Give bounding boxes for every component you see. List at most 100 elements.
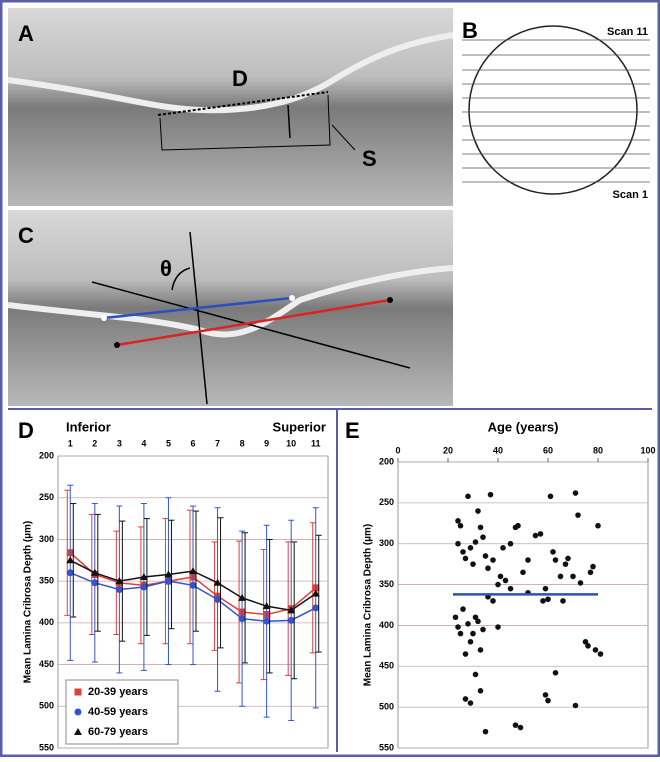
x-tick-label: 4: [141, 438, 146, 448]
marker: [66, 556, 75, 564]
x-note: Superior: [273, 419, 326, 434]
point: [457, 630, 464, 637]
y-tick-label: 350: [39, 576, 54, 586]
point: [462, 651, 469, 657]
point: [472, 671, 479, 678]
d-line: [157, 91, 329, 116]
marker: [238, 615, 246, 623]
point: [497, 573, 504, 580]
marker: [115, 585, 123, 593]
y-tick-label: 500: [379, 702, 394, 712]
y-tick-label: 400: [39, 617, 54, 627]
marker: [214, 595, 222, 603]
point: [500, 545, 506, 551]
marker: [90, 568, 99, 576]
point: [550, 549, 556, 555]
x-tick-label: 3: [117, 438, 122, 448]
point: [487, 491, 494, 498]
point: [477, 647, 484, 653]
point: [475, 618, 481, 625]
marker: [238, 593, 247, 601]
point: [460, 606, 466, 612]
point: [585, 643, 591, 649]
point: [502, 577, 509, 584]
axis-line: [189, 231, 208, 405]
point: [490, 598, 496, 604]
x-tick-label: 10: [286, 438, 296, 448]
y-axis-label: Mean Lamina Cribrosa Depth (µm): [23, 521, 34, 683]
point: [552, 557, 559, 563]
point: [515, 522, 521, 529]
marker: [189, 567, 197, 575]
y-tick-label: 250: [379, 497, 394, 507]
y-tick-label: 500: [39, 701, 54, 711]
y-tick-label: 300: [379, 538, 394, 548]
legend-label: 20-39 years: [88, 686, 148, 698]
marker: [74, 688, 82, 696]
panel-letter: E: [345, 418, 360, 443]
point: [455, 518, 461, 524]
panel-letter: A: [18, 21, 34, 46]
panel-a: A D S: [7, 8, 454, 206]
marker: [91, 579, 99, 587]
point: [455, 540, 461, 547]
point: [560, 598, 566, 604]
point: [597, 651, 604, 657]
point: [490, 557, 496, 563]
point: [552, 670, 559, 676]
point: [101, 315, 107, 321]
point: [547, 493, 554, 500]
point: [482, 728, 489, 735]
x-tick-label: 80: [593, 445, 603, 455]
point: [592, 647, 599, 653]
x-tick-label: 6: [190, 438, 195, 448]
point: [477, 524, 484, 531]
marker: [262, 602, 271, 610]
y-tick-label: 450: [379, 661, 394, 671]
y-tick-label: 350: [379, 579, 394, 589]
point: [590, 563, 596, 570]
point: [475, 508, 481, 514]
x-tick-label: 40: [493, 445, 503, 455]
s-pointer: [331, 124, 356, 151]
point: [470, 630, 476, 637]
retina-layer: [7, 265, 454, 338]
marker: [74, 708, 82, 716]
x-tick-label: 8: [240, 438, 245, 448]
annotation: S: [362, 146, 377, 171]
point: [507, 540, 514, 547]
point: [575, 512, 581, 518]
legend: [65, 679, 179, 745]
point: [517, 724, 524, 731]
point: [477, 688, 484, 694]
marker: [140, 583, 148, 591]
point: [472, 614, 479, 621]
oct-image: [8, 210, 453, 406]
point: [545, 697, 551, 704]
point: [542, 585, 549, 592]
panel-letter: C: [18, 223, 34, 248]
point: [467, 545, 474, 551]
x-tick-label: 5: [166, 438, 171, 448]
panel-b: B Scan 11 Scan 1: [462, 18, 650, 201]
point: [495, 624, 501, 630]
y-tick-label: 550: [379, 742, 394, 752]
point: [460, 549, 466, 555]
y-tick-label: 400: [379, 620, 394, 630]
point: [462, 555, 469, 562]
point: [540, 598, 546, 604]
marker: [311, 589, 320, 597]
s-outline: [159, 94, 331, 151]
scan-label: Scan 11: [607, 26, 648, 38]
point: [507, 585, 514, 592]
point: [512, 722, 519, 728]
point: [572, 702, 579, 709]
x-tick-label: 20: [443, 445, 453, 455]
scan-lines: [462, 39, 650, 183]
legend-label: 40-59 years: [88, 706, 148, 718]
angle-arc: [171, 267, 191, 291]
x-tick-label: 0: [395, 445, 400, 455]
y-axis-label: Mean Lamina Cribrosa Depth (µm): [363, 524, 374, 686]
y-tick-label: 450: [39, 659, 54, 669]
annotation: θ: [160, 256, 172, 281]
